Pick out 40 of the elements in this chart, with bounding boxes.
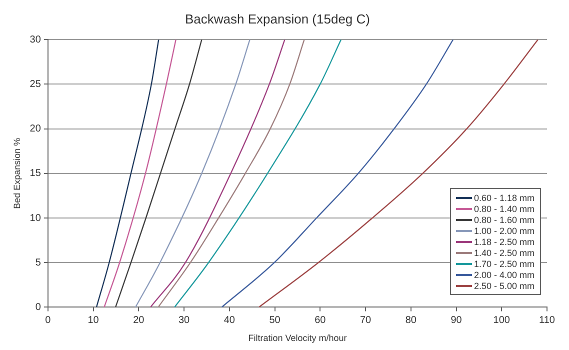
legend-label: 1.18 - 2.50 mm [474, 236, 535, 247]
x-axis-title: Filtration Velocity m/hour [248, 333, 347, 344]
line-series [104, 40, 176, 308]
legend-label: 2.00 - 4.00 mm [474, 270, 535, 280]
line-series [158, 40, 305, 308]
y-tick-label: 10 [30, 212, 42, 224]
legend-label: 2.50 - 5.00 mm [474, 280, 535, 291]
x-tick-label: 70 [360, 314, 372, 326]
y-axis-title: Bed Expansion % [12, 138, 22, 209]
x-tick-label: 30 [178, 314, 190, 326]
legend-label: 0.80 - 1.60 mm [474, 214, 535, 225]
legend-label: 1.70 - 2.50 mm [474, 258, 535, 269]
legend-label: 1.00 - 2.00 mm [474, 226, 535, 236]
y-tick-label: 30 [30, 34, 42, 46]
legend-label: 0.80 - 1.40 mm [474, 204, 535, 214]
y-tick-label: 15 [30, 168, 42, 180]
x-tick-label: 20 [133, 314, 145, 326]
line-series [134, 40, 250, 308]
line-series [258, 40, 539, 308]
x-tick-label: 110 [539, 314, 556, 326]
line-series [96, 40, 160, 308]
legend-label: 1.40 - 2.50 mm [474, 248, 535, 258]
x-tick-label: 100 [493, 314, 510, 326]
chart-title: Backwash Expansion (15deg C) [185, 11, 370, 26]
line-series [221, 40, 454, 308]
y-tick-label: 25 [30, 78, 42, 90]
y-tick-label: 5 [35, 257, 42, 268]
legend-label: 0.60 - 1.18 mm [474, 192, 535, 203]
x-tick-label: 50 [269, 314, 281, 326]
line-series [174, 40, 342, 308]
x-tick-label: 90 [450, 314, 462, 326]
y-tick-label: 20 [30, 124, 42, 135]
x-tick-label: 0 [45, 314, 52, 326]
y-tick-label: 0 [35, 302, 42, 313]
x-tick-label: 10 [88, 314, 100, 326]
x-tick-label: 60 [314, 314, 326, 326]
x-tick-label: 40 [224, 314, 236, 326]
x-tick-label: 80 [405, 314, 417, 326]
line-series [114, 40, 202, 308]
line-series [150, 40, 286, 308]
